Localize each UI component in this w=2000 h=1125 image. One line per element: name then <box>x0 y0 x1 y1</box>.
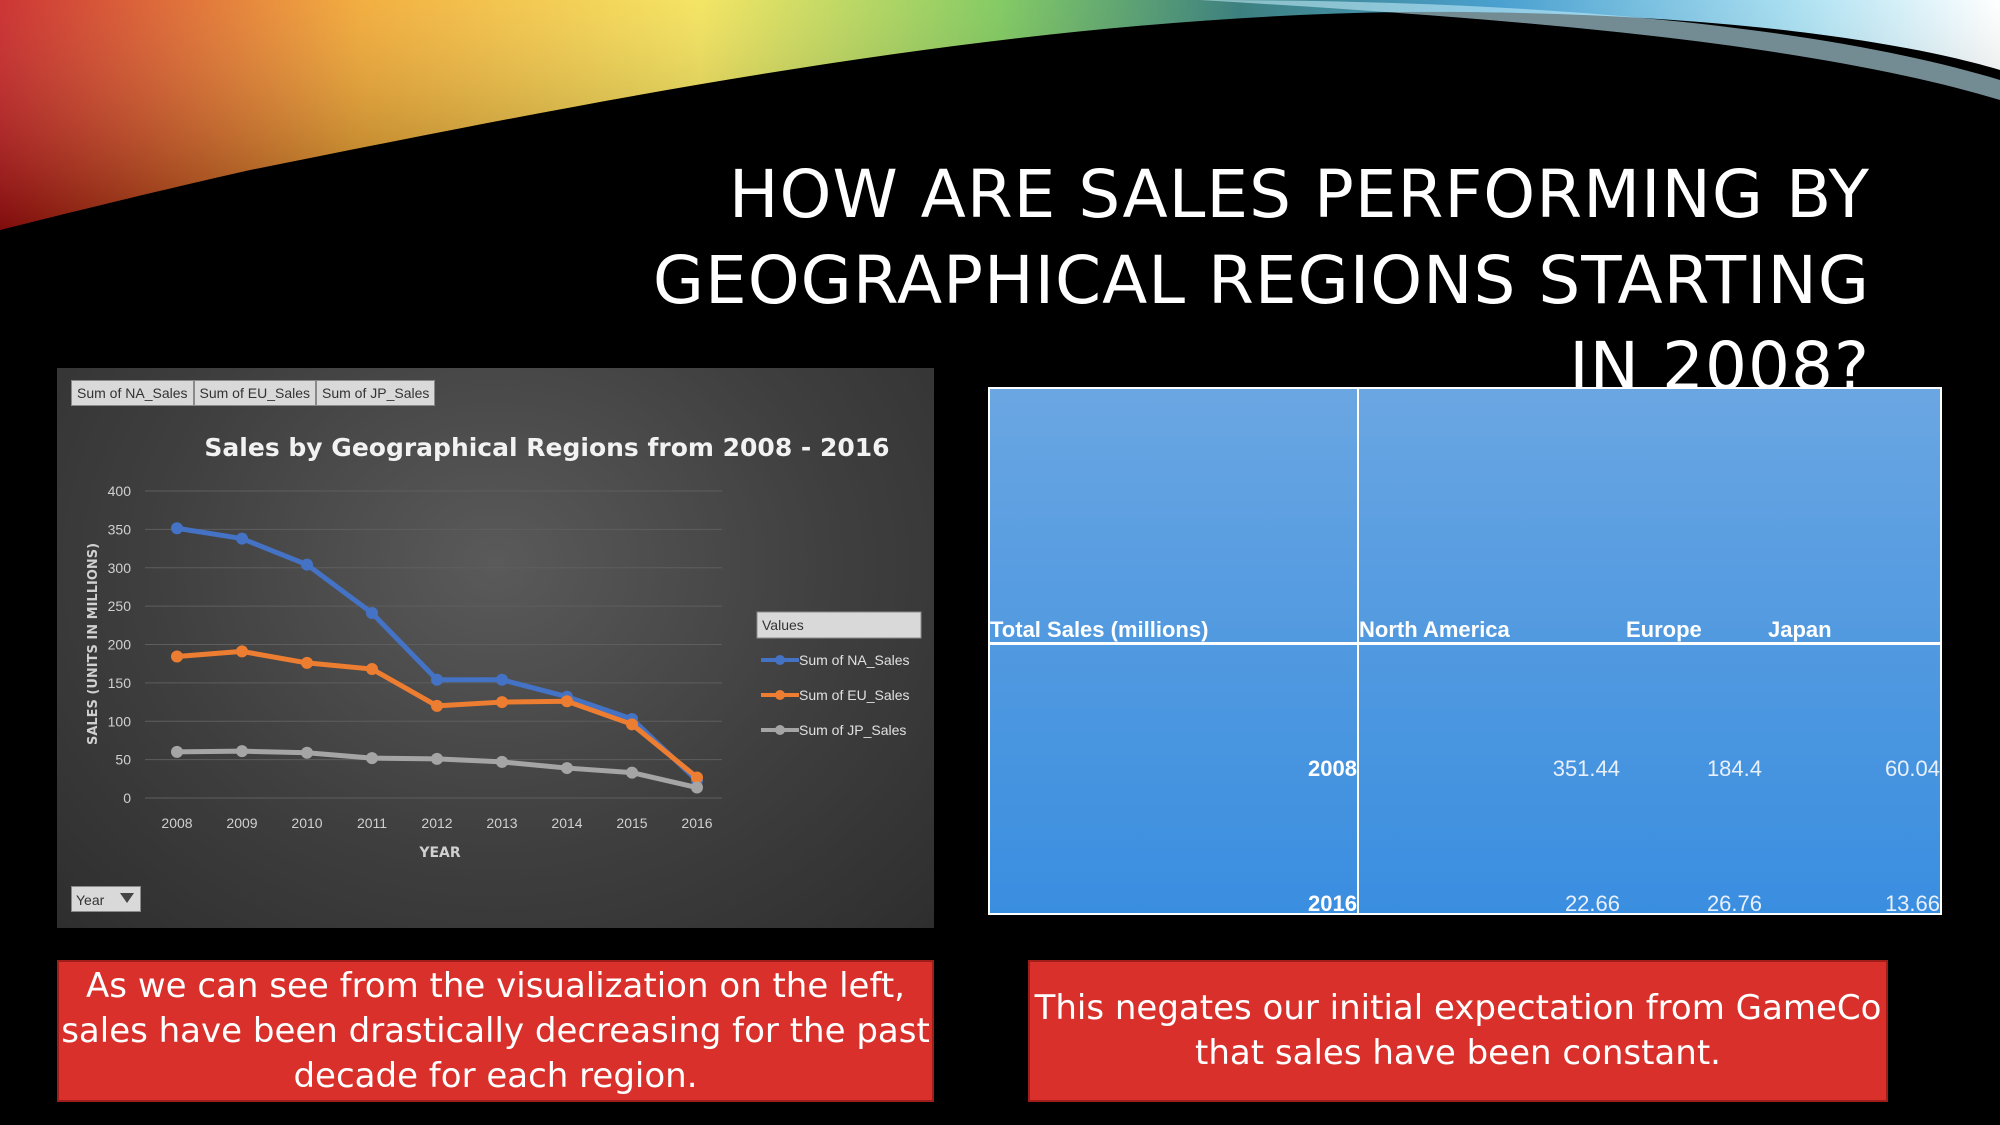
table-cell-jp: 60.04 <box>1884 756 1940 781</box>
table-header-jp: Japan <box>1768 617 1832 642</box>
data-point <box>626 766 638 779</box>
y-tick-label: 100 <box>108 713 132 729</box>
data-point <box>366 663 378 676</box>
title-line-2: GEOGRAPHICAL REGIONS STARTING <box>652 242 1870 320</box>
x-tick-label: 2013 <box>486 815 517 831</box>
x-tick-label: 2015 <box>616 815 647 831</box>
table-row-year: 2008 <box>1308 756 1357 781</box>
data-point <box>366 607 378 620</box>
data-point <box>171 650 183 663</box>
legend-marker <box>775 725 785 735</box>
legend-title: Values <box>762 617 804 633</box>
table-row-year: 2016 <box>1308 891 1357 916</box>
filter-icon <box>120 893 134 903</box>
x-tick-label: 2011 <box>357 815 387 831</box>
table-header-na: North America <box>1359 617 1510 642</box>
data-point <box>301 746 313 759</box>
data-point <box>496 755 508 768</box>
field-button-jp-sales[interactable]: Sum of JP_Sales <box>316 380 436 406</box>
x-tick-label: 2016 <box>681 815 712 831</box>
y-tick-label: 400 <box>108 483 132 499</box>
note-right: This negates our initial expectation fro… <box>1028 960 1888 1102</box>
data-point <box>691 781 703 794</box>
y-axis-label: SALES (UNITS IN MILLIONS) <box>86 543 101 745</box>
legend-marker <box>775 655 785 665</box>
y-tick-label: 200 <box>108 637 132 653</box>
y-tick-label: 250 <box>108 598 132 614</box>
table-cell-jp: 13.66 <box>1884 891 1940 916</box>
year-filter-button[interactable]: Year <box>71 886 141 912</box>
data-point <box>301 558 313 571</box>
data-point <box>236 532 248 545</box>
y-tick-label: 0 <box>123 790 131 806</box>
line-chart: Sales by Geographical Regions from 2008 … <box>86 433 922 861</box>
sales-table: Total Sales (millions) North America Eur… <box>988 387 1942 916</box>
data-point <box>301 656 313 669</box>
decorative-swoosh <box>0 0 2000 230</box>
table-divider-horizontal <box>990 642 1940 645</box>
field-button-eu-sales[interactable]: Sum of EU_Sales <box>193 380 316 406</box>
table-cell-eu: 26.76 <box>1706 891 1762 916</box>
data-point <box>561 762 573 775</box>
data-point <box>496 696 508 709</box>
data-point <box>626 718 638 731</box>
data-point <box>431 673 443 686</box>
legend-label: Sum of JP_Sales <box>799 722 906 738</box>
x-tick-label: 2008 <box>161 815 192 831</box>
x-tick-label: 2009 <box>226 815 257 831</box>
data-point <box>236 745 248 758</box>
legend-marker <box>775 690 785 700</box>
y-tick-label: 50 <box>115 752 131 768</box>
data-point <box>171 522 183 535</box>
table-divider-vertical <box>1357 389 1359 913</box>
data-point <box>561 695 573 708</box>
data-point <box>236 645 248 658</box>
note-left-text: As we can see from the visualization on … <box>61 965 930 1096</box>
note-right-text: This negates our initial expectation fro… <box>1034 988 1882 1073</box>
y-tick-label: 300 <box>108 560 132 576</box>
pivot-field-buttons: Sum of NA_Sales Sum of EU_Sales Sum of J… <box>71 380 436 406</box>
data-point <box>496 673 508 686</box>
chart-title: Sales by Geographical Regions from 2008 … <box>204 433 889 462</box>
x-tick-label: 2012 <box>421 815 452 831</box>
field-button-na-sales[interactable]: Sum of NA_Sales <box>71 380 194 406</box>
table-header-eu: Europe <box>1626 617 1702 642</box>
x-tick-label: 2014 <box>551 815 582 831</box>
legend-label: Sum of EU_Sales <box>799 687 910 703</box>
data-point <box>691 771 703 784</box>
x-axis-label: YEAR <box>418 845 461 861</box>
legend-title-box <box>756 611 922 639</box>
table-cell-na: 351.44 <box>1552 756 1620 781</box>
legend-label: Sum of NA_Sales <box>799 652 910 668</box>
table-header-corner: Total Sales (millions) <box>990 617 1209 642</box>
data-point <box>171 745 183 758</box>
x-tick-label: 2010 <box>291 815 322 831</box>
y-tick-label: 350 <box>108 521 132 537</box>
pivot-chart: Sales by Geographical Regions from 2008 … <box>57 368 934 928</box>
data-point <box>431 699 443 712</box>
table-cell-na: 22.66 <box>1564 891 1620 916</box>
note-left: As we can see from the visualization on … <box>57 960 934 1102</box>
title-line-1: HOW ARE SALES PERFORMING BY <box>728 156 1870 234</box>
data-point <box>366 752 378 765</box>
table-cell-eu: 184.4 <box>1706 756 1762 781</box>
data-point <box>431 752 443 765</box>
year-filter-label: Year <box>76 892 105 908</box>
y-tick-label: 150 <box>108 675 132 691</box>
